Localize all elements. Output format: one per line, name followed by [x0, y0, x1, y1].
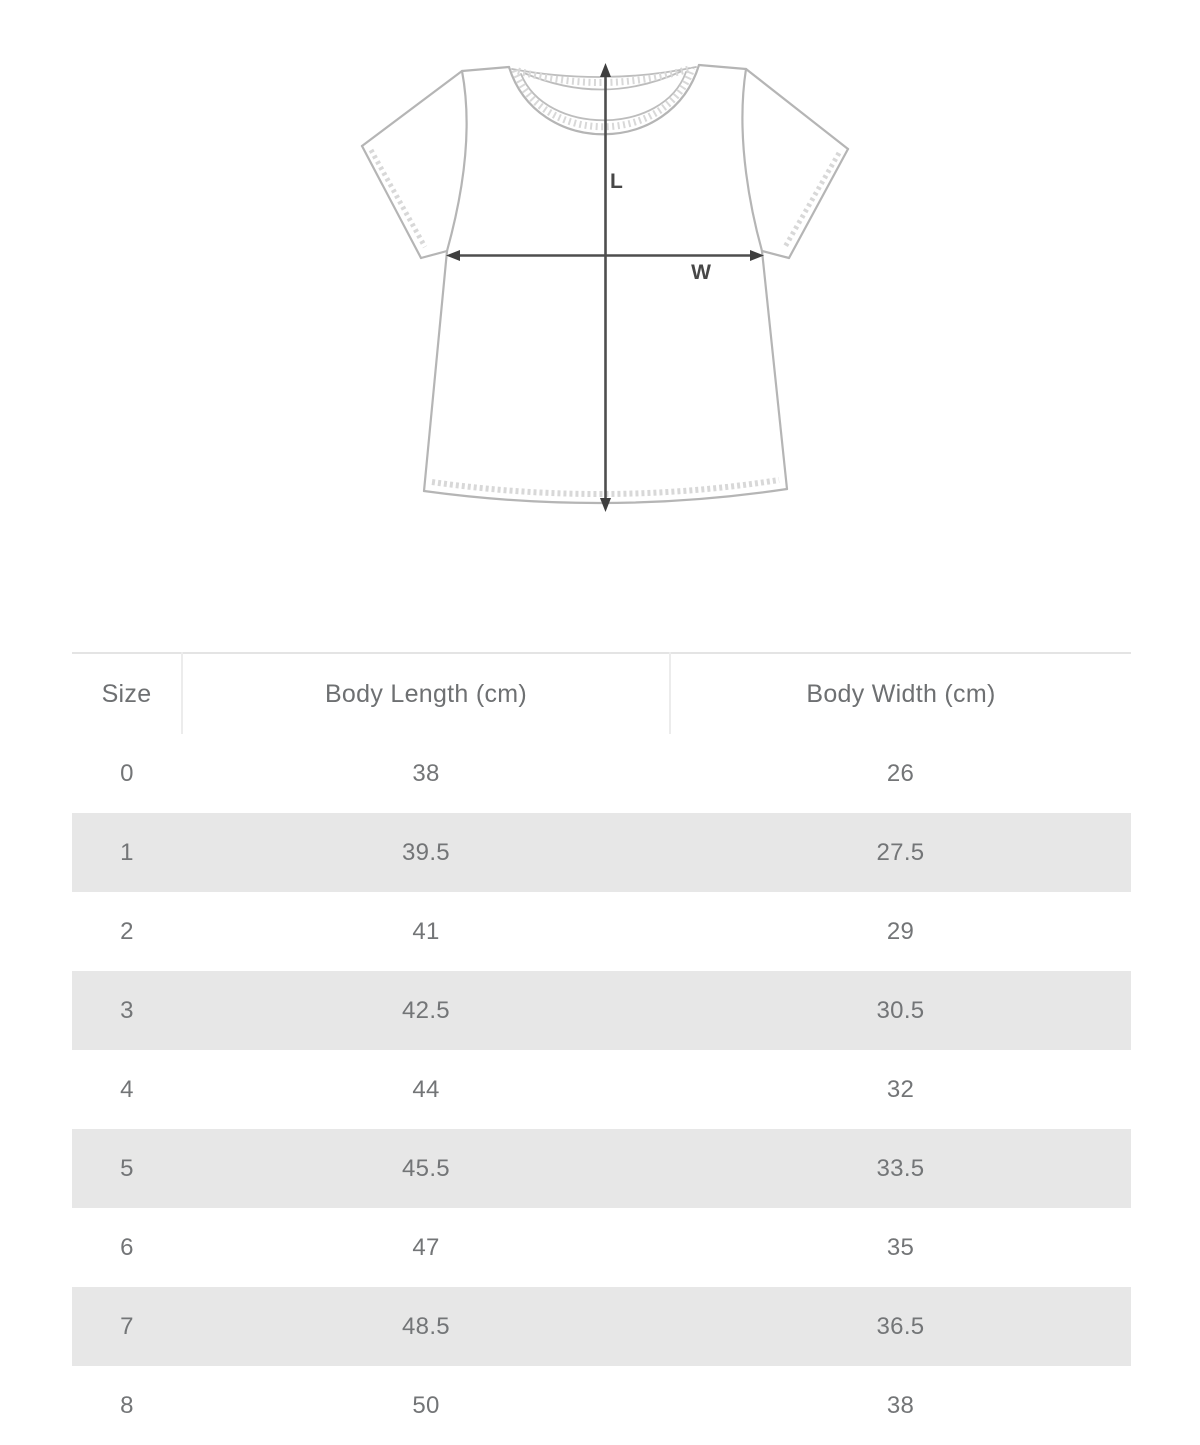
- table-cell: 3: [120, 996, 134, 1024]
- table-cell: 36.5: [876, 1312, 925, 1340]
- table-cell: 50: [412, 1391, 440, 1419]
- table-cell: 39.5: [402, 838, 450, 866]
- table-cell: 2: [120, 917, 134, 945]
- table-cell: 8: [120, 1391, 134, 1419]
- size-chart-header: Size Body Length (cm) Body Width (cm): [72, 653, 1131, 734]
- column-header-body-width: Body Width (cm): [669, 653, 1131, 734]
- table-row: 2 41 29: [72, 892, 1131, 971]
- table-row: 1 39.5 27.5: [72, 813, 1131, 892]
- tshirt-diagram-svg: L W: [360, 63, 850, 512]
- table-cell: 5: [120, 1154, 134, 1182]
- table-cell: 38: [886, 1391, 915, 1419]
- table-cell: 38: [412, 759, 440, 787]
- size-chart-table: Size Body Length (cm) Body Width (cm) 0 3…: [72, 652, 1131, 1445]
- table-cell: 41: [412, 917, 440, 945]
- table-row: 3 42.5 30.5: [72, 971, 1131, 1050]
- table-cell: 44: [412, 1075, 440, 1103]
- table-cell: 6: [120, 1233, 134, 1261]
- table-cell: 4: [120, 1075, 134, 1103]
- length-arrow: [600, 63, 611, 512]
- table-cell: 35: [886, 1233, 915, 1261]
- table-row: 7 48.5 36.5: [72, 1287, 1131, 1366]
- width-arrow-label: W: [691, 261, 711, 284]
- tshirt-diagram: L W: [0, 0, 1200, 652]
- column-header-body-length: Body Length (cm): [181, 653, 670, 734]
- column-header-size: Size: [72, 653, 182, 734]
- table-cell: 45.5: [402, 1154, 450, 1182]
- table-cell: 33.5: [876, 1154, 925, 1182]
- table-row: 4 44 32: [72, 1050, 1131, 1129]
- length-arrow-label: L: [610, 170, 623, 193]
- table-cell: 32: [886, 1075, 915, 1103]
- table-row: 6 47 35: [72, 1208, 1131, 1287]
- table-cell: 30.5: [876, 996, 925, 1024]
- table-cell: 26: [886, 759, 915, 787]
- table-cell: 29: [886, 917, 915, 945]
- tshirt-outline: [360, 63, 850, 505]
- table-cell: 48.5: [402, 1312, 450, 1340]
- table-cell: 1: [120, 838, 134, 866]
- width-arrow: [446, 250, 764, 261]
- table-cell: 42.5: [402, 996, 450, 1024]
- table-row: 0 38 26: [72, 734, 1131, 813]
- size-chart-body: 0 38 26 1 39.5 27.5 2 41 29 3 42.5 30.5 4 44 32 5 45.5 33…: [72, 734, 1131, 1445]
- table-cell: 47: [412, 1233, 440, 1261]
- table-cell: 7: [120, 1312, 134, 1340]
- table-cell: 0: [120, 759, 134, 787]
- table-row: 8 50 38: [72, 1366, 1131, 1445]
- table-row: 5 45.5 33.5: [72, 1129, 1131, 1208]
- table-cell: 27.5: [876, 838, 925, 866]
- header-row: Size Body Length (cm) Body Width (cm): [72, 653, 1131, 734]
